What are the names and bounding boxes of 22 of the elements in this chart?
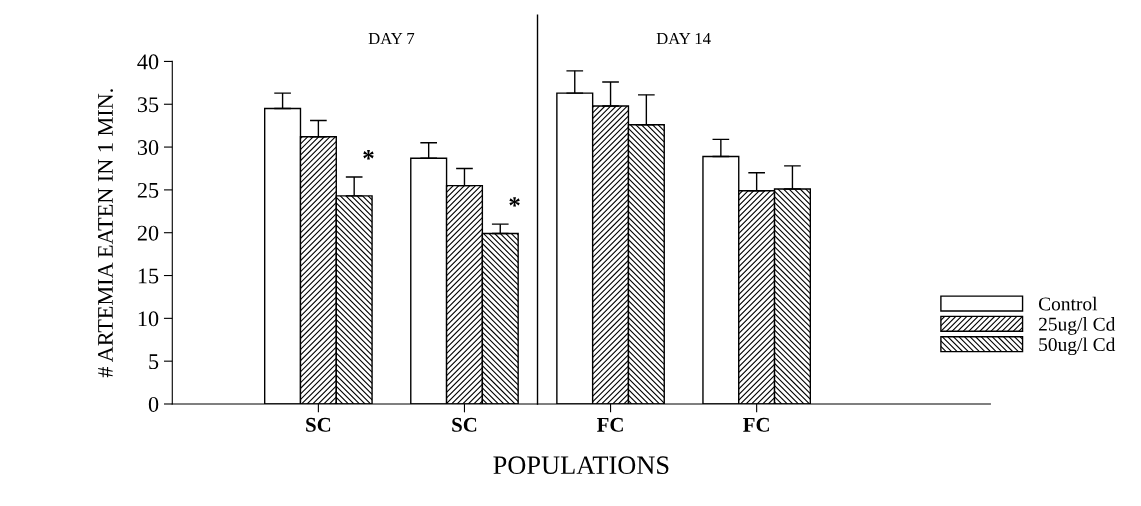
legend-label: Control — [1038, 296, 1098, 311]
text: DAY 7 — [368, 33, 415, 45]
legend-label: 25ug/l Cd — [1038, 317, 1116, 335]
x-tick-label: SC — [306, 417, 331, 432]
x-tick-label: FC — [597, 417, 623, 432]
legend-label: 50ug/l Cd — [1039, 337, 1116, 356]
y-tick-label: 25 — [137, 182, 159, 198]
data-label: * — [363, 150, 374, 160]
y-tick-label: 5 — [149, 354, 159, 370]
data-label: * — [509, 197, 520, 207]
text: DAY 14 — [656, 33, 711, 45]
y-tick-label: 10 — [138, 311, 159, 327]
y-tick-label: 35 — [137, 97, 159, 113]
x-axis-title: POPULATIONS — [493, 456, 669, 475]
x-tick-label: FC — [743, 417, 769, 432]
y-tick-label: 40 — [137, 54, 159, 70]
y-tick-label: 0 — [148, 396, 159, 412]
y-axis-title: # ARTEMIA EATEN IN 1 MIN. — [98, 89, 114, 378]
y-tick-label: 20 — [137, 225, 159, 241]
y-tick-label: 30 — [137, 140, 159, 155]
x-tick-label: SC — [452, 417, 477, 432]
y-tick-label: 15 — [138, 268, 159, 284]
